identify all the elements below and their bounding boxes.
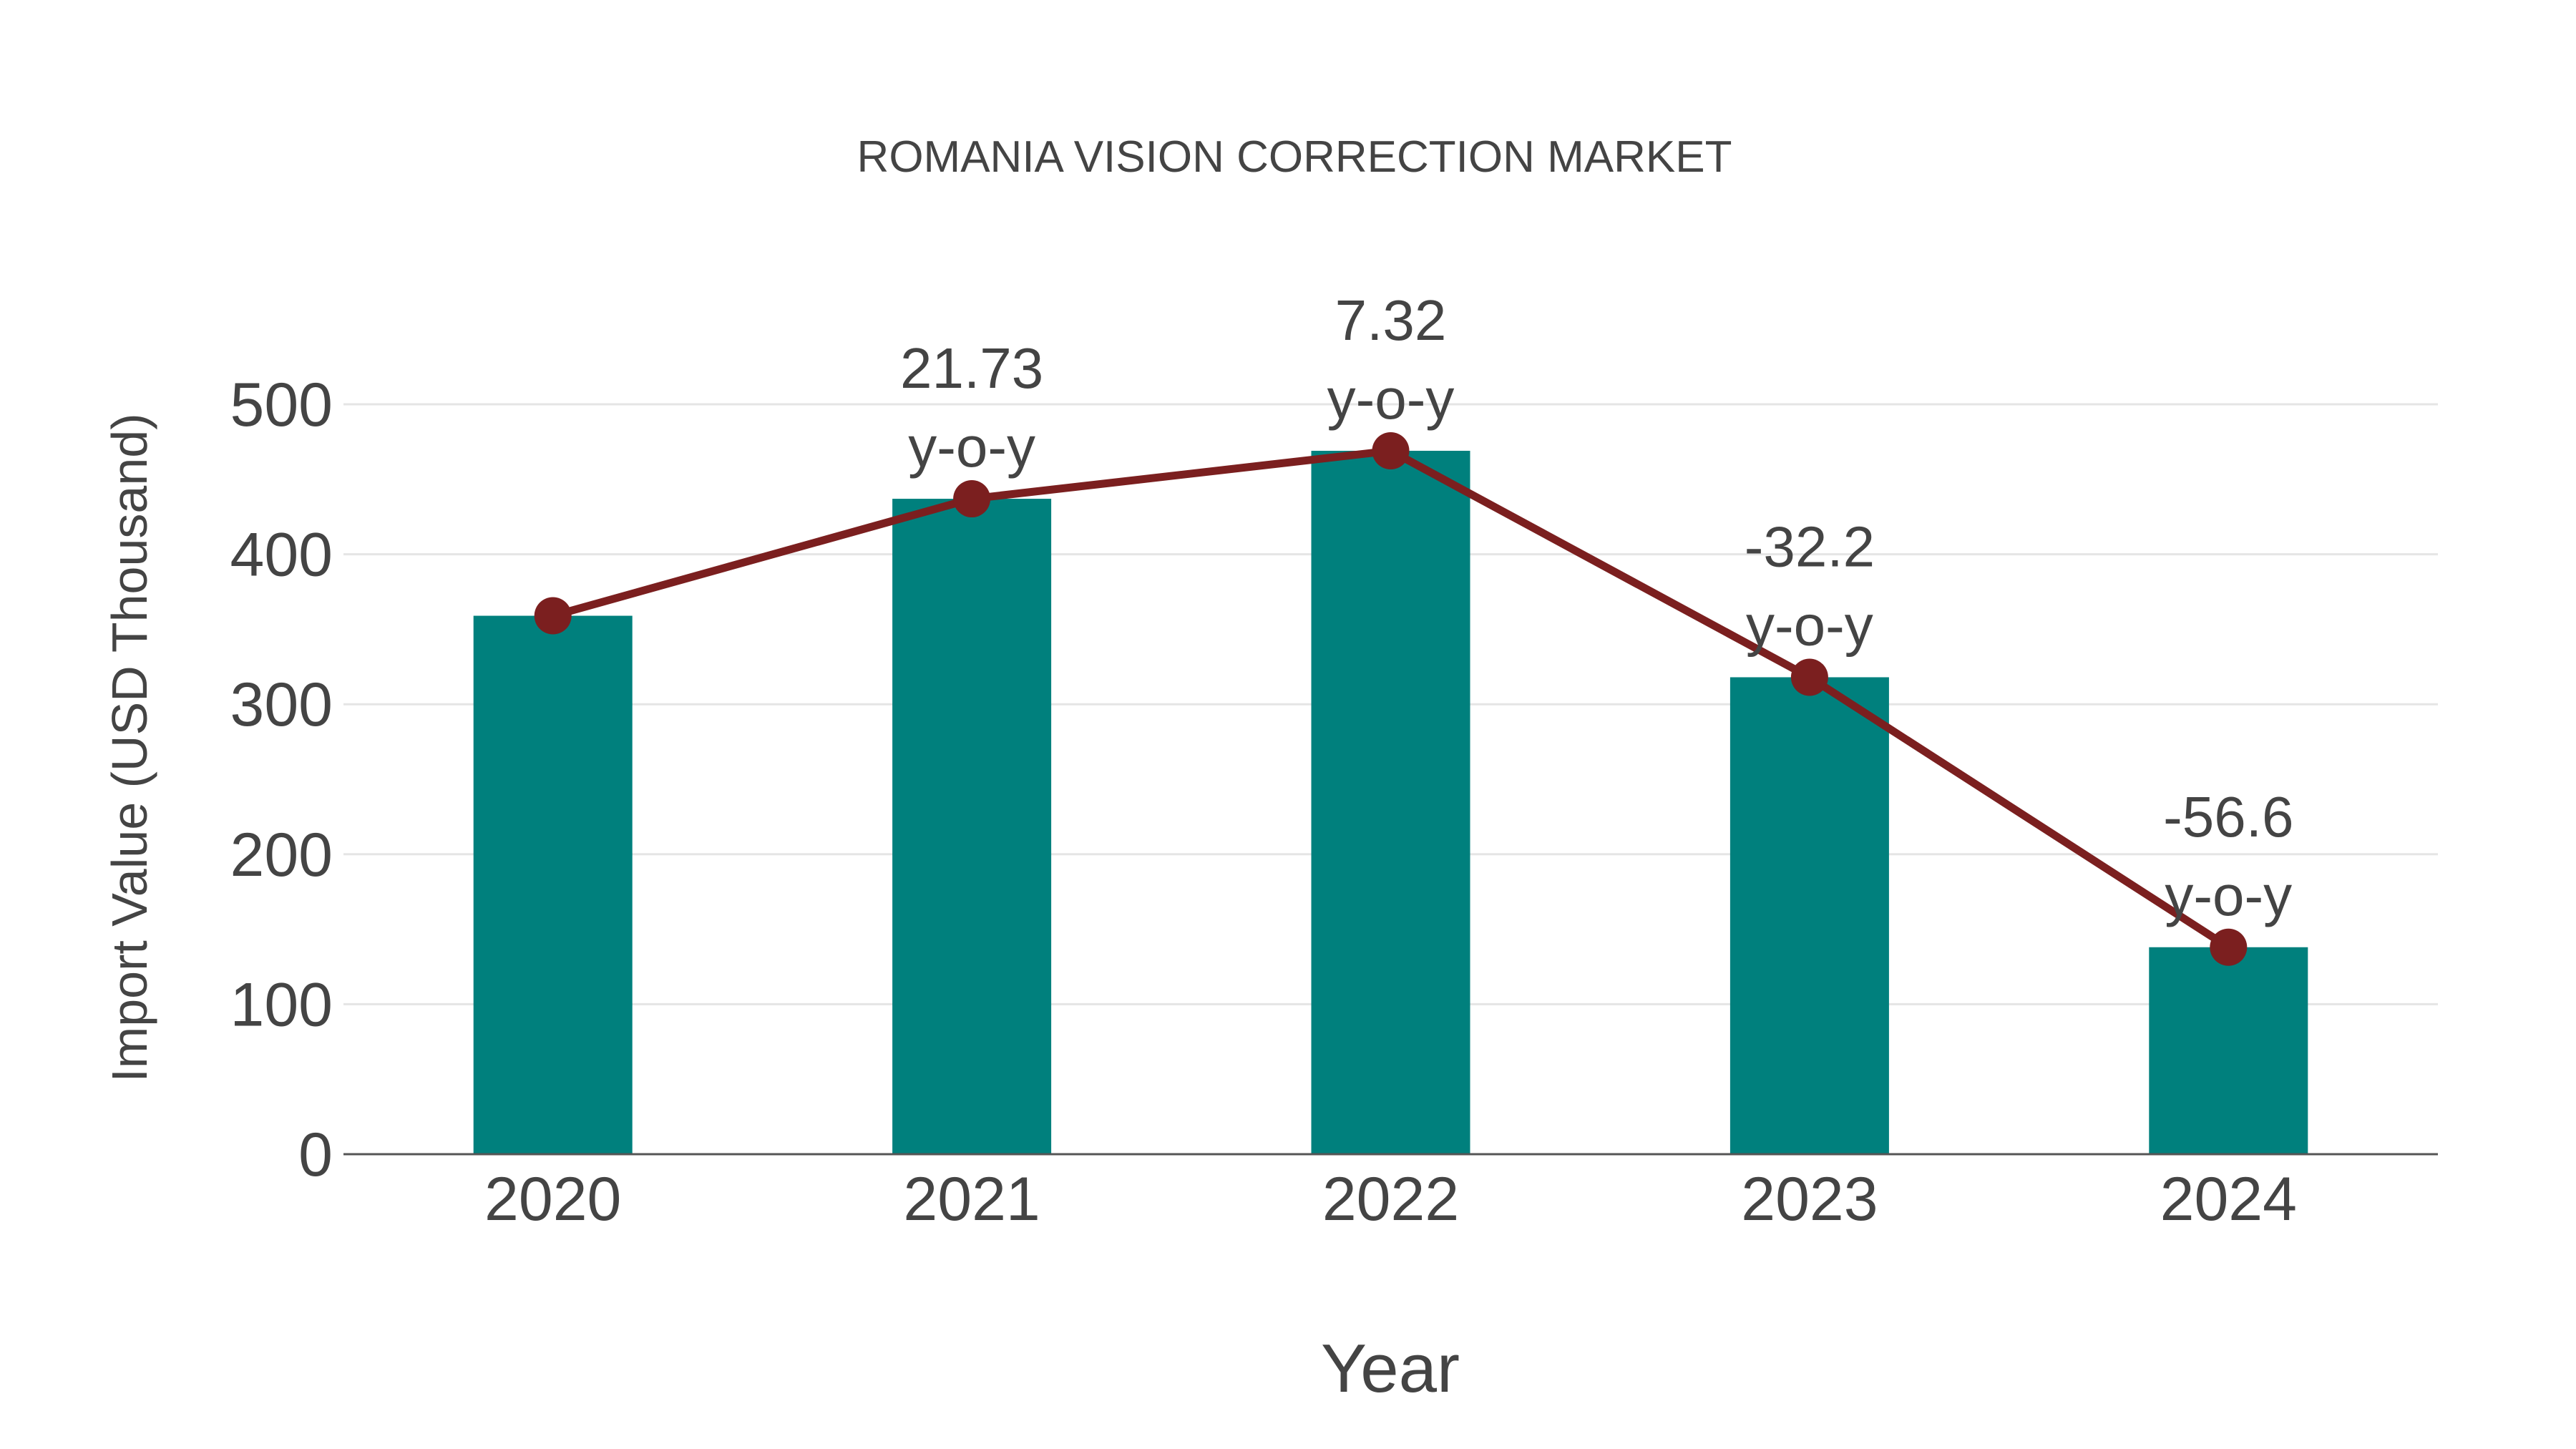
trend-line — [534, 431, 2248, 966]
yoy-annotation-2023: -32.2 y-o-y — [1745, 514, 1875, 657]
x-axis-title: Year — [1321, 1330, 1460, 1407]
y-tick-label: 300 — [230, 670, 333, 739]
y-tick-label: 100 — [230, 970, 333, 1039]
y-axis-title: Import Value (USD Thousand) — [102, 413, 157, 1082]
yoy-suffix: y-o-y — [2165, 864, 2292, 927]
x-tick-label: 2024 — [2160, 1165, 2297, 1234]
chart-title: ROMANIA VISION CORRECTION MARKET — [857, 132, 1732, 182]
yoy-suffix: y-o-y — [1746, 593, 1873, 657]
yoy-value: -56.6 — [2163, 785, 2293, 849]
y-tick-label: 200 — [230, 821, 333, 889]
y-tick-label: 0 — [298, 1121, 333, 1189]
bar-2023 — [1729, 677, 1889, 1154]
x-tick-label: 2021 — [903, 1165, 1040, 1234]
line-marker-2022 — [1372, 431, 1410, 469]
y-tick-label: 400 — [230, 521, 333, 590]
x-tick-label: 2023 — [1741, 1165, 1878, 1234]
yoy-value: 7.32 — [1335, 288, 1447, 352]
y-tick-label: 500 — [230, 371, 333, 439]
yoy-suffix: y-o-y — [1327, 367, 1455, 431]
y-axis-ticks: 0 100 200 300 400 500 — [230, 371, 333, 1189]
line-marker-2023 — [1790, 658, 1828, 696]
bar-2024 — [2149, 947, 2308, 1154]
line-marker-2021 — [953, 480, 991, 518]
line-marker-2024 — [2210, 928, 2248, 966]
x-axis-ticks: 2020 2021 2022 2023 2024 — [484, 1165, 2297, 1234]
bar-2021 — [892, 499, 1052, 1154]
x-tick-label: 2022 — [1322, 1165, 1459, 1234]
yoy-annotations: 21.73 y-o-y 7.32 y-o-y -32.2 y-o-y -56.6 y-o-y — [900, 288, 2293, 927]
line-marker-2020 — [534, 597, 572, 635]
bar-2020 — [473, 615, 633, 1154]
yoy-value: -32.2 — [1745, 514, 1875, 578]
yoy-value: 21.73 — [900, 336, 1043, 400]
bars — [473, 450, 2308, 1154]
yoy-annotation-2021: 21.73 y-o-y — [900, 336, 1043, 479]
yoy-annotation-2024: -56.6 y-o-y — [2163, 785, 2293, 927]
yoy-annotation-2022: 7.32 y-o-y — [1327, 288, 1455, 431]
yoy-suffix: y-o-y — [908, 415, 1035, 479]
bar-2022 — [1311, 450, 1470, 1154]
x-tick-label: 2020 — [484, 1165, 621, 1234]
